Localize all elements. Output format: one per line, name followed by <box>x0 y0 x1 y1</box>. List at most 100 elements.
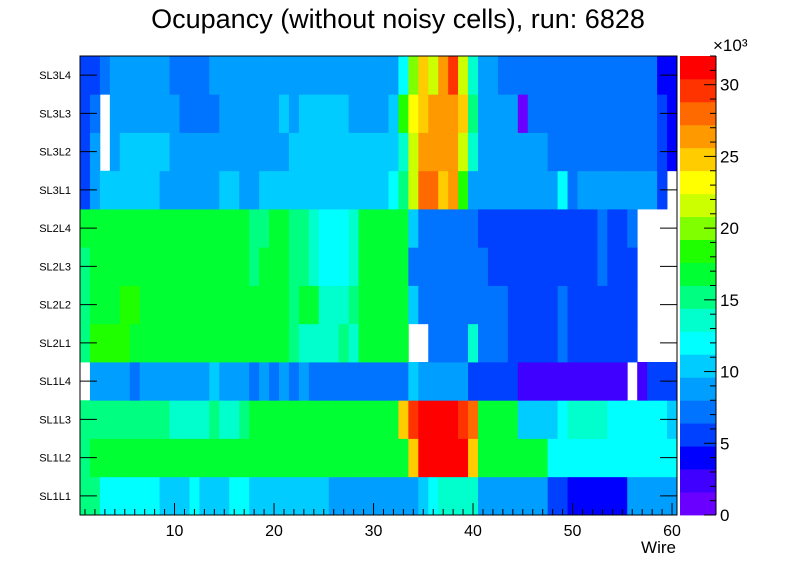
y-category-label: SL2L4 <box>39 223 71 235</box>
heatmap-cell <box>418 476 429 516</box>
colorbar-segment <box>680 216 716 240</box>
heatmap-cell <box>607 285 618 325</box>
colorbar-tick-label: 5 <box>720 434 729 453</box>
heatmap-cell <box>328 323 340 363</box>
heatmap-cell <box>617 362 628 401</box>
heatmap-cell <box>249 285 260 325</box>
heatmap-cell <box>338 170 350 210</box>
heatmap-cell <box>438 56 449 95</box>
heatmap-cell <box>99 209 111 248</box>
heatmap-cell <box>288 400 300 439</box>
heatmap-cell <box>497 362 509 401</box>
heatmap-cell <box>308 94 320 133</box>
heatmap-cell <box>617 56 628 95</box>
heatmap-cell <box>448 170 459 210</box>
heatmap-cell <box>269 94 280 133</box>
heatmap-cell <box>269 132 280 172</box>
heatmap-cell <box>249 438 260 478</box>
heatmap-cell <box>119 476 131 516</box>
heatmap-cell <box>288 56 300 95</box>
heatmap-cell <box>189 476 200 516</box>
heatmap-cell <box>139 476 151 516</box>
heatmap-cell <box>517 94 529 133</box>
heatmap-cell <box>348 247 359 286</box>
heatmap-cell <box>288 323 300 363</box>
heatmap-cell <box>298 132 310 172</box>
heatmap-cell <box>308 170 320 210</box>
heatmap-cell <box>219 56 230 95</box>
heatmap-cell <box>199 56 210 95</box>
heatmap-cell <box>378 170 389 210</box>
heatmap-cell <box>507 132 519 172</box>
heatmap-cell <box>99 362 111 401</box>
heatmap-cell <box>348 94 359 133</box>
heatmap-cell <box>219 170 230 210</box>
heatmap-cell <box>298 323 310 363</box>
heatmap-cell <box>647 56 658 95</box>
heatmap-cell <box>428 476 439 516</box>
heatmap-cell <box>468 400 479 439</box>
y-axis-ticks: SL1L1 SL1L2 SL1L3 SL1L4 SL2L1 SL2L2 SL2L3 SL2L4… <box>39 70 677 503</box>
heatmap-cell <box>288 285 300 325</box>
heatmap-cell <box>269 285 280 325</box>
heatmap-cell <box>328 362 340 401</box>
heatmap-cell <box>328 476 340 516</box>
heatmap-cell <box>468 247 479 286</box>
heatmap-cell <box>328 132 340 172</box>
heatmap-cell <box>99 476 111 516</box>
heatmap-cell <box>139 170 151 210</box>
heatmap-cell <box>298 247 310 286</box>
heatmap-cells <box>80 56 678 516</box>
heatmap-cell <box>418 400 429 439</box>
heatmap-cell <box>557 323 568 363</box>
heatmap-cell <box>418 170 429 210</box>
heatmap-cell <box>647 362 658 401</box>
heatmap-cell <box>308 476 320 516</box>
heatmap-cell <box>338 247 350 286</box>
heatmap-cell <box>577 56 588 95</box>
heatmap-cell <box>567 247 578 286</box>
heatmap-cell <box>298 170 310 210</box>
heatmap-cell <box>109 132 121 172</box>
heatmap-cell <box>129 438 141 478</box>
heatmap-cell <box>388 285 399 325</box>
heatmap-cell <box>229 285 240 325</box>
heatmap-cell <box>557 476 568 516</box>
heatmap-cell <box>109 170 121 210</box>
heatmap-cell <box>358 285 369 325</box>
heatmap-cell <box>129 170 141 210</box>
heatmap-cell <box>527 132 539 172</box>
heatmap-cell <box>358 209 369 248</box>
heatmap-cell <box>239 247 250 286</box>
heatmap-cell <box>428 247 439 286</box>
heatmap-cell <box>497 94 509 133</box>
heatmap-cell <box>149 400 160 439</box>
heatmap-cell <box>617 400 628 439</box>
heatmap-cell <box>139 247 151 286</box>
heatmap-cell <box>577 132 588 172</box>
heatmap-cell <box>358 438 369 478</box>
heatmap-cell <box>438 400 449 439</box>
heatmap-cell <box>279 94 290 133</box>
heatmap-cell <box>398 94 409 133</box>
heatmap-cell <box>487 132 499 172</box>
heatmap-cell <box>418 56 429 95</box>
heatmap-cell <box>348 56 359 95</box>
heatmap-cell <box>408 132 419 172</box>
heatmap-cell <box>119 285 131 325</box>
heatmap-cell <box>179 400 190 439</box>
heatmap-cell <box>149 438 160 478</box>
heatmap-cell <box>567 56 578 95</box>
heatmap-cell <box>328 247 340 286</box>
heatmap-cell <box>478 94 489 133</box>
heatmap-cell <box>179 476 190 516</box>
heatmap-cell <box>308 323 320 363</box>
heatmap-cell <box>637 170 648 210</box>
heatmap-cell <box>487 285 499 325</box>
heatmap-cell <box>378 56 389 95</box>
heatmap-cell <box>288 362 300 401</box>
heatmap-cell <box>577 94 588 133</box>
heatmap-cell <box>398 209 409 248</box>
heatmap-cell <box>318 438 330 478</box>
heatmap-cell <box>617 323 628 363</box>
